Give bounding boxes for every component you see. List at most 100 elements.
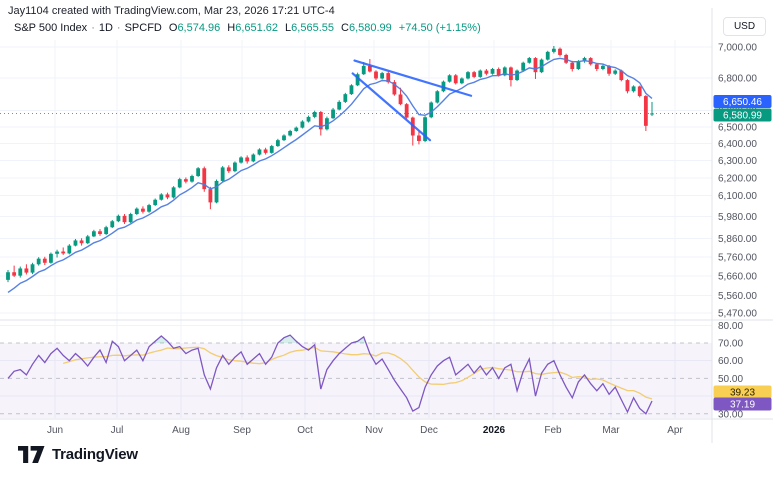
candle: [153, 199, 158, 206]
tradingview-logo[interactable]: TradingView: [18, 446, 138, 463]
candle: [515, 70, 519, 81]
candle: [110, 221, 115, 228]
candle: [380, 73, 385, 79]
candle: [533, 58, 538, 73]
candle: [67, 245, 72, 254]
candle: [650, 113, 654, 115]
legend-separator: ·: [116, 22, 121, 34]
candle: [361, 65, 366, 75]
time-tick-label: Oct: [297, 425, 313, 436]
candle: [282, 135, 286, 141]
rsi-ma-value-badge-text: 39.23: [730, 388, 755, 399]
candle: [355, 74, 360, 86]
candle: [257, 149, 262, 155]
price-axis[interactable]: [712, 0, 773, 443]
candle: [245, 157, 250, 162]
time-tick-label: Mar: [602, 425, 620, 436]
candle: [233, 162, 237, 172]
last-price-badge-text: 6,580.99: [723, 111, 762, 122]
candle: [165, 194, 170, 198]
rsi-tick-label: 80.00: [718, 321, 743, 332]
candle: [177, 179, 182, 188]
candle: [79, 240, 84, 244]
trendline[interactable]: [353, 59, 473, 97]
price-tick-label: 5,760.00: [718, 253, 757, 264]
price-tick-label: 6,500.00: [718, 122, 757, 133]
candle: [558, 48, 562, 55]
candle: [374, 71, 378, 79]
candle: [582, 58, 587, 62]
rsi-value-badge-text: 37.19: [730, 400, 755, 411]
price-tick-label: 5,660.00: [718, 272, 757, 283]
candle: [643, 96, 648, 126]
rsi-value-badge: [713, 397, 772, 411]
candle: [478, 70, 483, 77]
candle: [429, 102, 434, 118]
candle: [594, 64, 599, 70]
candle: [637, 86, 642, 97]
rsi-ma-line: [63, 346, 653, 400]
price-tick-label: 5,980.00: [718, 212, 757, 223]
rsi-tick-label: 50.00: [718, 374, 743, 385]
rsi-tick-label: 30.00: [718, 409, 743, 420]
currency-toggle-button[interactable]: USD: [723, 17, 766, 36]
ma-line: [7, 57, 653, 293]
exchange-label: SPCFD: [124, 22, 162, 34]
time-tick-label: Apr: [667, 425, 683, 436]
rsi-lines-layer: [7, 334, 653, 415]
candle: [613, 70, 618, 74]
price-tick-label: 5,470.00: [718, 308, 757, 319]
close-value: 6,580.99: [348, 22, 392, 34]
time-tick-label: 2026: [483, 425, 506, 436]
candle: [251, 154, 256, 162]
candle: [6, 272, 10, 280]
candle: [30, 264, 35, 273]
candle: [337, 101, 342, 110]
high-value: 6,651.62: [235, 22, 279, 34]
candle: [190, 176, 194, 182]
open-label: O: [168, 22, 178, 34]
price-tick-label: 6,200.00: [718, 173, 757, 184]
candle: [208, 189, 213, 203]
candle: [36, 258, 41, 265]
chart-canvas[interactable]: 7,000.006,800.006,600.006,500.006,400.00…: [0, 0, 773, 445]
symbol-title[interactable]: S&P 500 Index: [14, 22, 88, 34]
price-tick-label: 5,560.00: [718, 291, 757, 302]
candle: [386, 73, 391, 83]
candle: [141, 208, 145, 212]
candle: [18, 268, 23, 276]
ma-value-badge: [713, 95, 772, 108]
time-tick-label: Jun: [47, 425, 63, 436]
candle: [306, 116, 311, 122]
candle: [453, 75, 458, 84]
candle: [275, 140, 280, 147]
candle: [509, 67, 513, 81]
interval-label[interactable]: 1D: [98, 22, 113, 34]
candle: [607, 65, 611, 74]
time-axis[interactable]: [0, 419, 712, 443]
low-value: 6,565.55: [291, 22, 334, 34]
close-label: C: [341, 22, 349, 34]
candle: [521, 62, 526, 71]
candle: [24, 268, 29, 273]
candle: [576, 61, 581, 70]
candle: [134, 208, 139, 215]
price-tick-label: 7,000.00: [718, 42, 757, 53]
candle: [128, 214, 133, 223]
candles-layer: [6, 45, 654, 283]
candle: [367, 65, 372, 72]
legend-separator: ·: [91, 22, 95, 34]
candle: [300, 121, 305, 128]
candle: [171, 187, 176, 198]
candle: [423, 117, 427, 142]
candle: [269, 146, 274, 153]
trendline[interactable]: [351, 72, 432, 142]
ma-value-badge-text: 6,650.46: [723, 97, 762, 108]
rsi-overbought-fill: [111, 335, 366, 344]
candle: [447, 75, 452, 82]
candle: [398, 94, 403, 105]
open-value: 6,574.96: [177, 22, 221, 34]
candle: [318, 111, 323, 130]
tradingview-logo-icon: [18, 446, 45, 463]
